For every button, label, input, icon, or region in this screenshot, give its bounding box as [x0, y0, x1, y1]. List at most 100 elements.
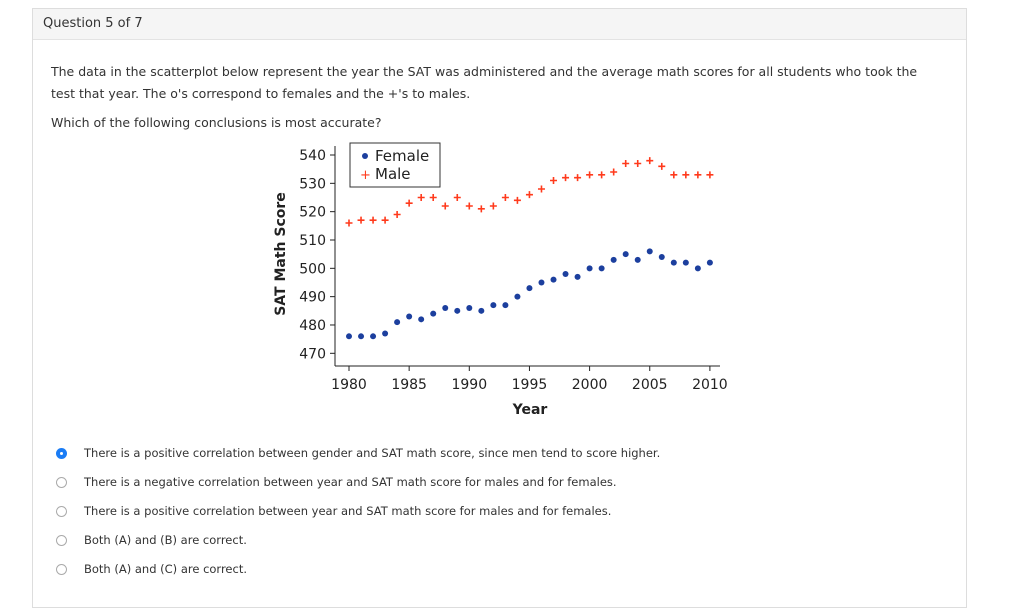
female-point: [514, 293, 521, 300]
male-point: [550, 176, 558, 184]
male-point: [465, 202, 473, 210]
male-point: [622, 159, 630, 167]
male-point: [670, 171, 678, 179]
radio-button[interactable]: [56, 563, 67, 575]
female-point: [682, 259, 689, 266]
x-tick-label: 1990: [451, 377, 487, 393]
x-tick-label: 2005: [632, 377, 668, 393]
female-point: [454, 307, 461, 314]
answer-option-label: Both (A) and (C) are correct.: [84, 562, 247, 576]
male-point: [477, 205, 485, 213]
female-point: [586, 265, 593, 272]
male-point: [489, 202, 497, 210]
radio-button[interactable]: [56, 476, 67, 488]
male-point: [513, 196, 521, 204]
answer-option[interactable]: Both (A) and (C) are correct.: [56, 562, 247, 576]
male-point: [574, 174, 582, 182]
answer-option-label: There is a negative correlation between …: [84, 475, 617, 489]
male-point: [429, 193, 437, 201]
female-point: [598, 265, 605, 272]
female-point: [670, 259, 677, 266]
male-point: [417, 193, 425, 201]
female-point: [610, 256, 617, 263]
female-point: [478, 307, 485, 314]
male-point: [610, 168, 618, 176]
female-point: [562, 270, 569, 277]
y-tick-label: 480: [299, 318, 326, 334]
female-point: [382, 330, 389, 337]
x-axis-label: Year: [512, 402, 548, 418]
female-point: [502, 302, 509, 309]
x-tick-label: 2010: [692, 377, 728, 393]
x-tick-label: 1995: [512, 377, 548, 393]
male-point: [501, 193, 509, 201]
y-tick-label: 500: [299, 261, 326, 277]
radio-button[interactable]: [56, 505, 67, 517]
male-point: [586, 171, 594, 179]
radio-button[interactable]: [56, 534, 67, 546]
male-point: [537, 185, 545, 193]
question-header: Question 5 of 7: [33, 9, 966, 40]
legend-male-marker: +: [360, 168, 371, 183]
y-tick-label: 540: [299, 148, 326, 164]
male-point: [694, 171, 702, 179]
female-point: [406, 313, 413, 320]
male-point: [525, 191, 533, 199]
female-point: [658, 253, 665, 260]
answer-option-label: There is a positive correlation between …: [84, 446, 661, 460]
answer-option[interactable]: There is a positive correlation between …: [56, 504, 611, 518]
y-tick-label: 510: [299, 233, 326, 249]
female-point: [442, 304, 449, 311]
radio-button[interactable]: [56, 447, 67, 459]
y-tick-label: 520: [299, 205, 326, 221]
legend: Female + Male: [349, 142, 441, 188]
answer-option[interactable]: There is a positive correlation between …: [56, 446, 660, 460]
female-point: [346, 333, 352, 340]
male-point: [706, 171, 714, 179]
male-point: [393, 210, 401, 218]
legend-female-marker: [362, 153, 368, 159]
x-tick-label: 1980: [331, 377, 367, 393]
answer-option-label: Both (A) and (B) are correct.: [84, 533, 247, 547]
male-point: [345, 219, 353, 227]
female-point: [574, 273, 581, 280]
female-point: [430, 310, 437, 317]
female-point: [622, 251, 629, 258]
male-point: [381, 216, 389, 224]
female-point: [634, 256, 641, 263]
x-tick-label: 2000: [572, 377, 608, 393]
y-tick-label: 470: [299, 346, 326, 362]
y-tick-label: 530: [299, 176, 326, 192]
male-point: [646, 157, 654, 165]
female-point: [538, 279, 545, 286]
female-point: [370, 333, 377, 340]
y-tick-label: 490: [299, 290, 326, 306]
female-point: [694, 265, 701, 272]
male-point: [405, 199, 413, 207]
male-point: [682, 171, 690, 179]
male-point: [369, 216, 377, 224]
question-card: Question 5 of 7 The data in the scatterp…: [32, 8, 967, 608]
question-prompt: Which of the following conclusions is mo…: [51, 115, 382, 130]
male-point: [453, 193, 461, 201]
male-point: [441, 202, 449, 210]
answer-option[interactable]: There is a negative correlation between …: [56, 475, 617, 489]
female-point: [490, 302, 497, 309]
y-axis-label: SAT Math Score: [273, 192, 289, 316]
question-text: The data in the scatterplot below repres…: [51, 64, 918, 101]
male-point: [658, 162, 666, 170]
male-point: [357, 216, 365, 224]
male-point: [598, 171, 606, 179]
x-tick-label: 1985: [391, 377, 427, 393]
female-point: [706, 259, 713, 266]
male-point: [562, 174, 570, 182]
female-point: [418, 316, 425, 323]
female-point: [550, 276, 557, 283]
answer-option[interactable]: Both (A) and (B) are correct.: [56, 533, 247, 547]
legend-male-label: Male: [375, 165, 411, 183]
female-point: [646, 248, 653, 255]
female-point: [466, 304, 473, 311]
female-point: [526, 285, 533, 292]
female-point: [358, 333, 365, 340]
